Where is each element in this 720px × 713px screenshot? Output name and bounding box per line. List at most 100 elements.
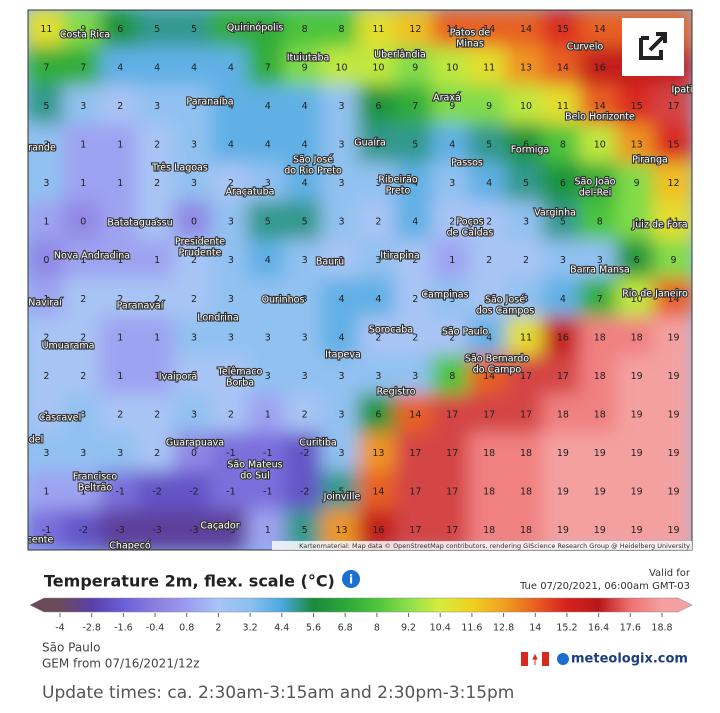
temperature-cell — [431, 123, 473, 167]
temperature-cell — [99, 200, 141, 244]
city-label: Guarapuava — [166, 438, 224, 449]
temperature-cell — [99, 123, 141, 167]
city-label: Ipati — [671, 85, 692, 96]
grid-value: 3 — [597, 255, 603, 266]
grid-value: 19 — [668, 371, 680, 382]
temperature-cell — [468, 85, 510, 128]
temperature-cell — [505, 316, 547, 360]
temperature-cell — [653, 162, 692, 205]
temperature-cell — [28, 200, 67, 244]
temperature-cell — [653, 239, 692, 282]
grid-value: 15 — [557, 24, 569, 35]
temperature-cell — [62, 123, 104, 167]
temperature-cell — [579, 123, 621, 167]
grid-value: 2 — [486, 255, 492, 266]
city-label: Paranavaí — [117, 301, 164, 312]
grid-value: 8 — [339, 24, 345, 35]
grid-value: 14 — [483, 24, 495, 35]
info-icon[interactable]: i — [342, 570, 360, 588]
grid-value: 0 — [43, 255, 49, 266]
grid-value: 3 — [339, 448, 345, 459]
temperature-cell — [468, 355, 510, 398]
grid-value: 4 — [228, 101, 234, 112]
grid-value: -1 — [226, 487, 235, 498]
temperature-cell — [653, 355, 692, 398]
temperature-cell — [358, 200, 399, 244]
temperature-cell — [358, 393, 399, 437]
temperature-cell — [542, 162, 584, 205]
city-label: Rio de Janeiro — [622, 289, 688, 300]
temperature-cell — [542, 123, 584, 167]
grid-value: 3 — [523, 294, 529, 305]
temperature-cell — [99, 432, 141, 475]
grid-value: 14 — [372, 487, 384, 498]
grid-value: 1 — [154, 255, 160, 266]
temperature-cell — [136, 509, 178, 550]
grid-value: 18 — [483, 448, 495, 459]
grid-value: 3 — [43, 448, 49, 459]
city-label: Patos de — [450, 28, 491, 39]
temperature-cell — [173, 239, 215, 282]
temperature-cell — [99, 46, 141, 90]
grid-value: 1 — [117, 140, 123, 151]
grid-value: 2 — [43, 410, 49, 421]
grid-value: 4 — [339, 332, 345, 343]
share-button[interactable] — [622, 18, 684, 76]
temperature-cell — [62, 355, 104, 398]
grid-value: 19 — [594, 487, 606, 498]
color-scale — [29, 597, 693, 613]
temperature-cell — [210, 239, 252, 282]
grid-value: 3 — [228, 332, 234, 343]
grid-value: 4 — [265, 140, 271, 151]
temperature-cell — [616, 355, 658, 398]
grid-value: 7 — [43, 62, 49, 73]
temperature-cell — [136, 432, 178, 475]
city-label: Piranga — [632, 155, 668, 166]
temperature-cell — [62, 46, 104, 90]
grid-value: 2 — [486, 217, 492, 228]
temperature-cell — [136, 316, 178, 360]
temperature-cell — [247, 162, 289, 205]
grid-value: 11 — [520, 332, 532, 343]
grid-value: -1 — [263, 448, 272, 459]
temperature-cell — [431, 46, 473, 90]
temperature-cell — [28, 162, 67, 205]
grid-value: 2 — [375, 217, 381, 228]
grid-value: 17 — [446, 410, 458, 421]
temperature-cell — [431, 239, 473, 282]
temperature-cell — [28, 46, 67, 90]
grid-value: 3 — [191, 178, 197, 189]
grid-value: 9 — [486, 101, 492, 112]
grid-value: 0 — [191, 217, 197, 228]
temperature-cell — [62, 470, 104, 514]
temperature-cell — [431, 470, 473, 514]
temperature-cell — [358, 432, 399, 475]
grid-value: 14 — [520, 24, 532, 35]
grid-value: 9 — [671, 255, 677, 266]
temperature-cell — [579, 393, 621, 437]
grid-value: -3 — [226, 525, 235, 536]
grid-value: 17 — [520, 371, 532, 382]
city-label: São José — [293, 155, 333, 166]
grid-value: 14 — [409, 410, 421, 421]
grid-value: 3 — [80, 101, 86, 112]
grid-value: 15 — [631, 101, 643, 112]
temperature-cell — [99, 470, 141, 514]
temperature-cell — [284, 432, 326, 475]
temperature-cell — [542, 200, 584, 244]
temperature-cell — [284, 200, 326, 244]
temperature-cell — [505, 470, 547, 514]
temperature-cell — [431, 10, 473, 51]
share-icon[interactable] — [639, 32, 667, 60]
grid-value: 9 — [80, 24, 86, 35]
city-label: Formiga — [511, 145, 549, 156]
grid-value: 2 — [80, 332, 86, 343]
grid-value: 4 — [228, 62, 234, 73]
city-label: Londrina — [197, 313, 238, 324]
temperature-cell — [505, 162, 547, 205]
temperature-cell — [136, 46, 178, 90]
temperature-cell — [62, 85, 104, 128]
city-label: rande — [28, 143, 56, 154]
temperature-cell — [579, 200, 621, 244]
city-label: Umuarama — [42, 341, 95, 352]
